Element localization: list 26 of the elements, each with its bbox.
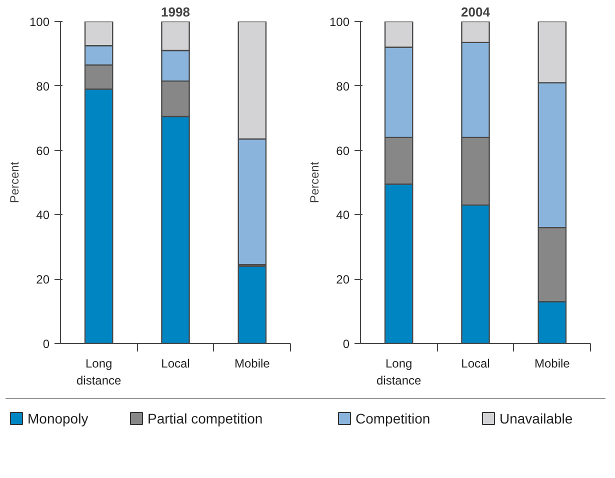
chart-title: 2004 <box>461 4 491 20</box>
y-tick-label: 60 <box>336 144 350 158</box>
x-tick-label: Long distance <box>76 356 122 388</box>
y-axis-title: Percent <box>7 161 22 204</box>
x-tick-label: Local <box>161 356 190 370</box>
x-tick-label: Long distance <box>376 356 422 388</box>
y-tick-label: 40 <box>36 208 50 222</box>
legend-label: Competition <box>356 410 430 426</box>
y-tick-label: 60 <box>36 144 50 158</box>
y-tick-label: 100 <box>329 15 350 29</box>
y-tick-label: 80 <box>36 79 50 94</box>
x-tick-label: Local <box>461 356 490 370</box>
y-axis-title: Percent <box>307 161 322 204</box>
legend-label: Unavailable <box>500 410 573 426</box>
chart-title: 1998 <box>161 4 190 20</box>
y-tick-label: 40 <box>336 208 350 222</box>
y-tick-label: 80 <box>336 79 350 94</box>
y-tick-label: 20 <box>36 272 50 287</box>
y-tick-label: 0 <box>342 337 350 351</box>
y-tick-label: 0 <box>42 337 50 351</box>
x-tick-label: Mobile <box>234 356 270 370</box>
y-tick-label: 100 <box>29 15 50 29</box>
y-tick-label: 20 <box>336 272 350 287</box>
x-tick-label: Mobile <box>534 356 570 370</box>
legend-label: Monopoly <box>28 410 88 426</box>
legend-label: Partial competition <box>148 410 263 426</box>
